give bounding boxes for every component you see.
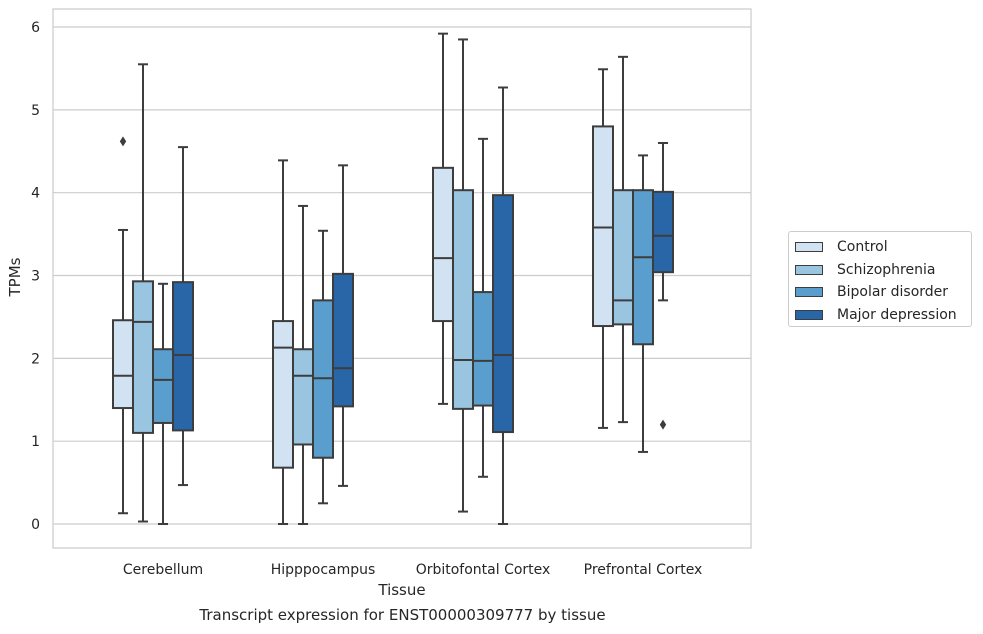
box-bipolar-disorder-3 (632, 154, 654, 453)
y-tick-label: 0 (31, 517, 40, 533)
legend-item: Control (793, 236, 971, 259)
x-tick-labels: Cerebellum Hipppocampus Orbitofontal Corte… (123, 562, 702, 578)
box-body (592, 125, 614, 328)
box-bipolar-disorder-2 (472, 137, 494, 478)
x-tick-label: Cerebellum (123, 562, 203, 578)
outlier-point (119, 136, 127, 147)
y-tick-label: 5 (31, 103, 40, 119)
box-major-depression-1 (332, 164, 354, 487)
y-tick-label: 3 (31, 269, 40, 285)
box-plots (112, 32, 674, 525)
box-control-2 (432, 32, 454, 405)
y-tick-label: 4 (31, 186, 40, 202)
box-control-3 (592, 68, 614, 429)
box-body (292, 348, 314, 446)
legend-item: Major depression (793, 304, 971, 327)
box-control-0 (112, 136, 134, 515)
box-body (112, 319, 134, 410)
legend-item: Schizophrenia (793, 259, 971, 282)
box-body (632, 189, 654, 346)
x-tick-label: Hipppocampus (271, 562, 376, 578)
box-body (472, 291, 494, 407)
legend-label: Bipolar disorder (837, 284, 949, 301)
legend-swatch (795, 287, 823, 298)
legend-swatch (795, 264, 823, 275)
box-body (332, 272, 354, 408)
box-body (272, 320, 294, 469)
plot-area-frame (52, 8, 752, 549)
box-body (152, 348, 174, 424)
y-tick-label: 1 (31, 434, 40, 450)
box-major-depression-3 (652, 141, 674, 430)
box-bipolar-disorder-1 (312, 229, 334, 505)
y-tick-labels: 0 1 2 3 4 5 6 (31, 20, 40, 533)
box-body (132, 280, 154, 434)
box-major-depression-2 (492, 86, 514, 525)
legend-swatch (795, 242, 823, 253)
box-body (452, 189, 474, 410)
chart-caption: Transcript expression for ENST0000030977… (199, 606, 606, 624)
legend-label: Control (837, 239, 888, 256)
box-body (432, 166, 454, 323)
x-tick-label: Prefrontal Cortex (584, 562, 703, 578)
legend-swatch (795, 309, 823, 320)
box-body (172, 281, 194, 432)
y-tick-label: 2 (31, 351, 40, 367)
box-body (492, 194, 514, 434)
legend-label: Major depression (837, 306, 957, 323)
box-schizophrenia-1 (292, 204, 314, 525)
legend-label: Schizophrenia (837, 261, 936, 278)
box-body (612, 189, 634, 326)
box-schizophrenia-0 (132, 63, 154, 523)
legend-item: Bipolar disorder (793, 281, 971, 304)
y-tick-label: 6 (31, 20, 40, 36)
outlier-point (659, 419, 667, 430)
box-control-1 (272, 159, 294, 525)
box-bipolar-disorder-0 (152, 282, 174, 525)
x-axis-label: Tissue (377, 581, 425, 599)
chart-legend: Control Schizophrenia Bipolar disorder Majo… (788, 231, 972, 327)
box-body (652, 190, 674, 274)
box-schizophrenia-3 (612, 55, 634, 424)
y-axis-label: TPMs (6, 257, 24, 297)
box-major-depression-0 (172, 146, 194, 487)
x-tick-label: Orbitofontal Cortex (416, 562, 551, 578)
box-schizophrenia-2 (452, 38, 474, 513)
